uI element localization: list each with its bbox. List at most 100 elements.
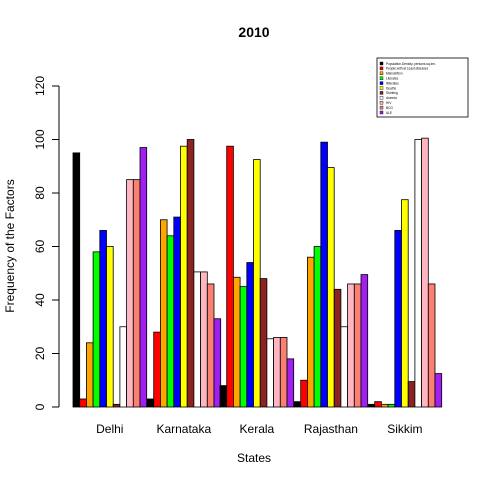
- legend-label: ALE: [386, 111, 392, 115]
- bar: [253, 159, 261, 408]
- bar: [286, 358, 295, 408]
- bar-group-delhi: [72, 147, 148, 408]
- bar: [387, 403, 396, 408]
- bar: [206, 283, 215, 408]
- x-tick-label: Karnataka: [156, 422, 211, 436]
- legend-swatch: [379, 76, 384, 80]
- legend-box: [376, 57, 469, 118]
- bar: [119, 326, 128, 408]
- legend-label: Anemia: [386, 96, 397, 100]
- bar: [92, 251, 101, 408]
- legend-label: Illiterates: [386, 81, 399, 85]
- legend-label: Malnutrition: [386, 72, 403, 76]
- legend-label: Deaths: [386, 86, 397, 90]
- legend-swatch: [379, 100, 384, 105]
- bar-group-sikkim: [367, 137, 443, 408]
- bar: [72, 152, 81, 408]
- y-tick-label: 100: [33, 129, 47, 149]
- legend-label: Population.Density..persons.sq.km.: [386, 62, 436, 66]
- x-axis-label: States: [237, 451, 271, 465]
- bars: [72, 137, 443, 408]
- bar: [279, 337, 288, 408]
- bar: [200, 271, 208, 408]
- bar: [360, 274, 369, 408]
- bar: [401, 199, 409, 408]
- bar: [300, 379, 308, 408]
- legend-swatch: [379, 110, 384, 115]
- bar: [367, 403, 376, 408]
- bar: [421, 137, 429, 408]
- bar: [347, 283, 355, 408]
- legend-label: Literates: [386, 77, 399, 81]
- bar: [374, 401, 382, 408]
- bar: [153, 331, 161, 408]
- bar: [166, 235, 175, 408]
- chart-title: 2010: [238, 24, 269, 40]
- legend-label: Stunting: [386, 91, 398, 95]
- bar: [226, 145, 234, 408]
- bar: [380, 403, 389, 408]
- legend-label: People.with.at.Least.diseases: [386, 67, 429, 71]
- bar: [146, 398, 155, 408]
- legend-swatch: [379, 105, 384, 110]
- y-tick-label: 0: [33, 403, 47, 410]
- bar: [434, 373, 443, 408]
- bar-group-karnataka: [146, 139, 222, 408]
- bar: [159, 219, 168, 408]
- bar: [86, 342, 94, 408]
- legend-swatch: [379, 96, 384, 100]
- y-axis-label: Frequency of the Factors: [3, 179, 17, 312]
- bar: [394, 230, 402, 408]
- bar: [327, 167, 335, 408]
- legend-label: HIV: [386, 101, 392, 105]
- bar: [99, 230, 107, 408]
- bar: [126, 179, 134, 408]
- bar: [219, 385, 228, 408]
- bar-group-rajasthan: [293, 141, 369, 408]
- bar: [353, 283, 362, 408]
- legend: Population.Density..persons.sq.km.People…: [376, 57, 469, 118]
- bar: [139, 147, 148, 408]
- legend-swatch: [379, 91, 384, 95]
- bar: [132, 179, 141, 408]
- bar: [112, 403, 121, 408]
- bar: [266, 338, 274, 408]
- x-tick-label: Rajasthan: [304, 422, 358, 436]
- legend-swatch: [379, 86, 384, 90]
- bar: [259, 278, 268, 408]
- legend-swatch: [379, 66, 384, 71]
- x-axis-tick-labels: Delhi Karnataka Kerala Rajasthan Sikkim: [96, 422, 422, 436]
- y-tick-label: 20: [33, 347, 47, 361]
- bar: [293, 401, 302, 408]
- bar: [186, 139, 195, 408]
- y-axis: 0 20 40 60 80 100 120: [33, 76, 60, 410]
- bar: [246, 262, 254, 408]
- bar: [407, 381, 416, 408]
- y-tick-label: 40: [33, 293, 47, 307]
- y-tick-label: 120: [33, 76, 47, 96]
- bar: [193, 271, 201, 408]
- legend-swatch: [379, 71, 384, 76]
- bar: [273, 337, 281, 408]
- bar: [213, 318, 222, 408]
- legend-swatch: [379, 81, 384, 85]
- bar: [239, 286, 248, 408]
- bar: [414, 139, 422, 408]
- bar: [333, 288, 342, 408]
- bar: [320, 141, 328, 408]
- x-tick-label: Kerala: [240, 422, 275, 436]
- bar: [173, 216, 181, 408]
- x-tick-label: Delhi: [96, 422, 123, 436]
- bar: [180, 145, 188, 408]
- legend-label: BCG: [386, 106, 393, 110]
- y-tick-label: 80: [33, 186, 47, 200]
- bar: [79, 398, 87, 408]
- y-tick-label: 60: [33, 240, 47, 254]
- bar: [427, 283, 436, 408]
- bar: [106, 246, 114, 408]
- legend-swatch: [379, 61, 384, 66]
- bar-group-kerala: [219, 145, 295, 408]
- bar: [340, 326, 348, 408]
- x-tick-label: Sikkim: [387, 422, 422, 436]
